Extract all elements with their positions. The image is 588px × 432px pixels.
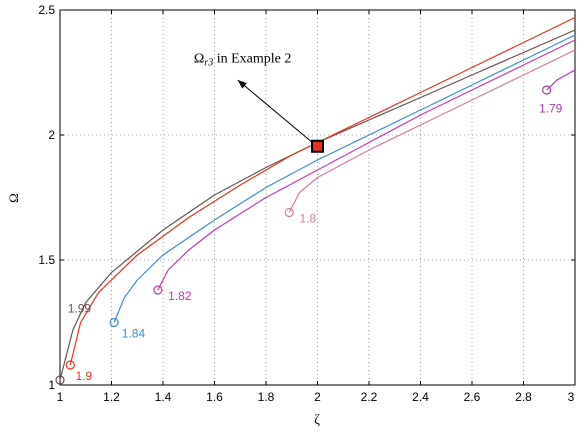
- series-group: [55, 16, 576, 385]
- annotation: Ωr3 in Example 2: [194, 52, 313, 143]
- annotation-omega: Ω: [194, 52, 204, 67]
- grid-lines: [60, 10, 575, 385]
- series-start-marker-1.79: [542, 85, 552, 95]
- series-start-marker-1.9: [65, 360, 75, 370]
- x-axis: 1 1.2 1.4 1.6 1.8 2 2.2 2.4 2.6 2.8 3: [57, 10, 576, 404]
- series-line-1.79: [546, 69, 576, 91]
- series-label-1.8: 1.8: [299, 212, 316, 226]
- series-label-1.82: 1.82: [168, 289, 192, 303]
- x-tick-label: 1.4: [155, 390, 172, 404]
- series-label-1.84: 1.84: [122, 327, 146, 341]
- series-label-1.99: 1.99: [68, 302, 92, 316]
- series-start-marker-1.84: [109, 317, 119, 328]
- y-axis: 1 1.5 2 2.5: [38, 3, 575, 392]
- y-axis-label: Ω: [6, 193, 21, 203]
- x-tick-label: 3: [568, 390, 575, 404]
- series-label-1.79: 1.79: [539, 102, 563, 116]
- y-tick-label: 1.5: [38, 253, 55, 267]
- series-start-marker-1.99: [55, 375, 65, 385]
- annotation-arrow: [237, 79, 313, 143]
- series-label-1.9: 1.9: [75, 369, 92, 383]
- x-tick-label: 2.6: [464, 390, 481, 404]
- series-labels: 1.99 1.9 1.84 1.82 1.8 1.79: [68, 102, 563, 384]
- example-point-marker: [311, 139, 324, 153]
- series-line-1.9: [69, 16, 576, 366]
- y-tick-label: 2.5: [38, 3, 55, 17]
- x-tick-label: 1: [57, 390, 64, 404]
- series-line-1.99: [59, 29, 576, 381]
- x-tick-label: 2.2: [361, 390, 378, 404]
- x-tick-label: 2: [314, 390, 321, 404]
- series-line-1.8: [288, 49, 576, 213]
- y-tick-label: 2: [48, 128, 55, 142]
- annotation-label: Ωr3 in Example 2: [194, 52, 291, 69]
- annotation-arrowhead: [237, 80, 247, 89]
- x-axis-label: ζ: [314, 413, 320, 428]
- x-tick-label: 1.6: [206, 390, 223, 404]
- series-line-1.82: [157, 39, 576, 291]
- annotation-subscript: r3: [204, 58, 213, 69]
- x-tick-label: 1.2: [103, 390, 120, 404]
- x-tick-label: 2.4: [412, 390, 429, 404]
- x-tick-label: 2.8: [515, 390, 532, 404]
- series-start-marker-1.82: [153, 285, 163, 295]
- series-start-marker-1.8: [284, 207, 294, 218]
- x-tick-label: 1.8: [258, 390, 275, 404]
- series-line-1.84: [113, 34, 576, 323]
- annotation-rest: in Example 2: [213, 52, 291, 67]
- y-tick-label: 1: [48, 378, 55, 392]
